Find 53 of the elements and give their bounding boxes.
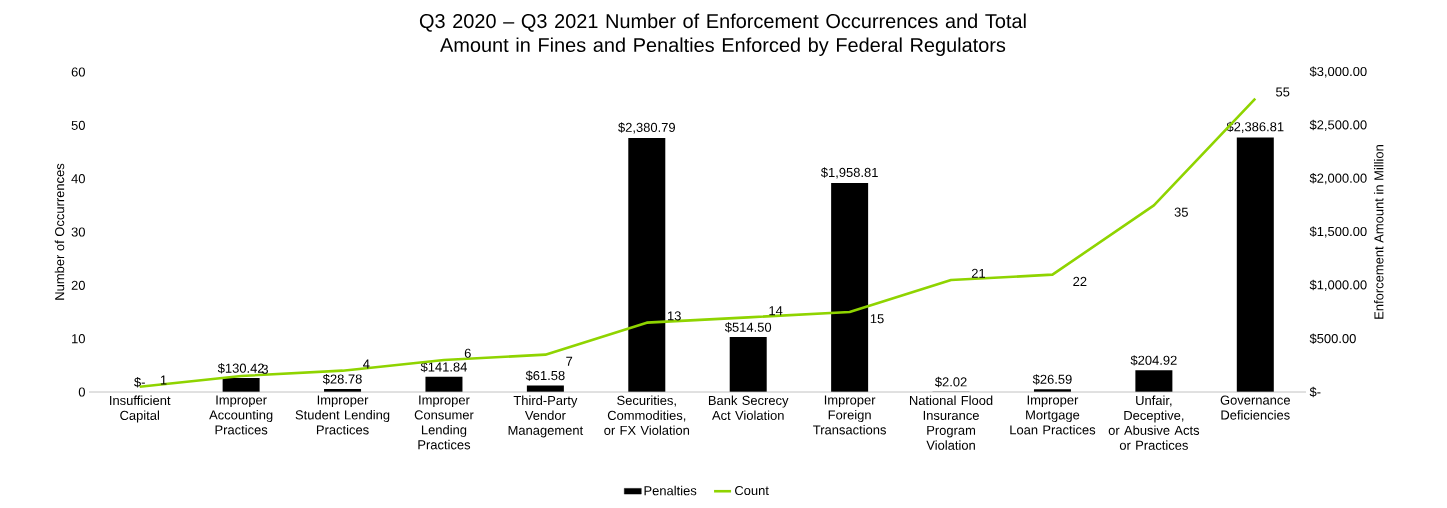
x-tick-label: Improper Student Lending Practices [295,395,390,435]
data-label: 6 [464,348,471,358]
x-tick-label: National Flood Insurance Program Violation [909,395,993,450]
data-label: $2,386.81 [1226,121,1284,133]
y2-tick-label: $2,500.00 [1309,119,1367,131]
x-tick-label: Governance Deficiencies [1220,395,1290,420]
data-label: 7 [566,356,573,366]
x-tick-label: Improper Consumer Lending Practices [414,395,474,450]
data-label: 14 [769,306,783,316]
data-label: 4 [363,359,370,369]
x-tick-label: Insufficient Capital [110,395,171,423]
data-label: $26.59 [1032,374,1072,385]
x-tick-label: Improper Mortgage Loan Practices [1010,395,1096,435]
data-label: $204.92 [1130,355,1177,366]
y-tick-label: 10 [72,334,85,344]
x-tick-label: Improper Accounting Practices [209,395,273,435]
y2-tick-label: $2,000.00 [1309,173,1367,185]
data-label: 55 [1276,87,1290,97]
x-tick-label: Unfair, Deceptive, or Abusive Acts or Practices [1108,395,1200,450]
data-label: 1 [160,375,167,385]
x-tick-label: Securities, Commodities, or FX Violation [604,395,690,435]
data-label: 13 [667,311,681,321]
y-tick-label: 50 [71,120,85,130]
y2-tick-label: $500.00 [1309,333,1356,344]
data-label: $2,380.79 [618,122,675,134]
x-tick-label: Third-Party Vendor Management [508,395,584,438]
y2-axis-title: Enforcement Amount in Million [1373,145,1384,319]
x-tick-label: Bank Secrecy Act Violation [708,395,789,420]
data-label: 15 [870,314,884,324]
y-tick-label: 40 [71,174,85,184]
chart-title: Q3 2020 – Q3 2021 Number of Enforcement Occurrences and Total Amount in Fines and Penalties Enforced by Federal Regulators [419,13,1026,56]
data-label: $141.84 [420,361,467,373]
y-tick-label: 30 [71,227,85,237]
y2-tick-label: $1,500.00 [1309,226,1367,238]
legend-label: Count [735,485,769,496]
data-label: $2.02 [934,376,967,388]
data-label: $28.78 [322,373,362,385]
y2-tick-label: $3,000.00 [1309,66,1367,78]
y-axis-title: Number of Occurrences [54,163,65,300]
y-tick-label: 20 [71,280,85,290]
y2-tick-label: $- [1309,386,1321,398]
data-label: $514.50 [724,322,772,333]
data-label: $- [134,376,145,388]
data-label: 22 [1073,276,1087,286]
y-tick-label: 0 [78,387,85,397]
y2-tick-label: $1,000.00 [1309,279,1367,291]
x-tick-label: Improper Foreign Transactions [813,395,886,435]
data-label: 35 [1174,207,1188,217]
y-tick-label: 60 [71,67,85,77]
data-label: 21 [971,268,986,278]
data-label: $1,958.81 [820,167,878,179]
legend-label: Penalties [644,485,697,496]
data-label: $61.58 [525,370,565,381]
